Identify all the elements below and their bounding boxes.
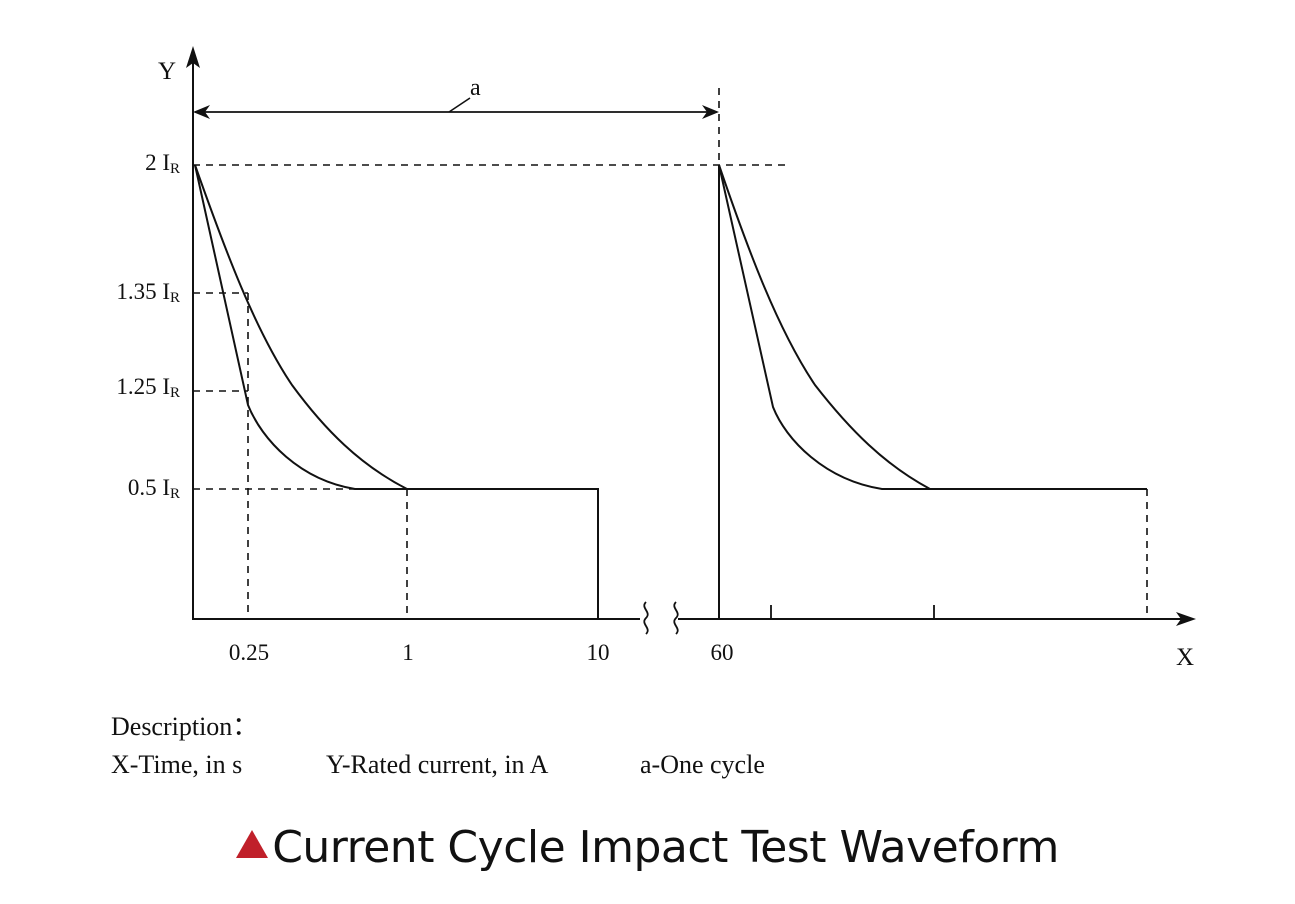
x-tick-60: 60 xyxy=(711,640,734,665)
waveform-cycle-2 xyxy=(718,164,1147,619)
y-level-labels: 2 IR 1.35 IR 1.25 IR 0.5 IR xyxy=(116,150,180,502)
x-tick-10: 10 xyxy=(587,640,610,665)
description-y: Y-Rated current, in A xyxy=(326,750,549,779)
x-axis xyxy=(193,612,1196,626)
dashed-guides xyxy=(193,88,1148,619)
cycle-label: a xyxy=(470,75,481,101)
waveform-cycle-1 xyxy=(194,164,599,619)
description-a: a-One cycle xyxy=(640,750,765,779)
y-level-1-35ir: 1.35 IR xyxy=(116,279,180,306)
y-axis-label: Y xyxy=(158,58,176,85)
red-triangle-icon xyxy=(236,830,269,858)
x-tick-0-25: 0.25 xyxy=(229,640,269,665)
description-block: Description： X-Time, in s Y-Rated curren… xyxy=(111,712,765,779)
y-level-1-25ir: 1.25 IR xyxy=(116,374,180,401)
description-x: X-Time, in s xyxy=(111,750,242,779)
cycle-dimension xyxy=(193,97,719,119)
y-level-2ir: 2 IR xyxy=(145,150,180,177)
y-level-0-5ir: 0.5 IR xyxy=(128,475,180,502)
figure-title-text: Current Cycle Impact Test Waveform xyxy=(272,822,1059,873)
figure-title: Current Cycle Impact Test Waveform xyxy=(0,822,1295,873)
description-heading: Description： xyxy=(111,712,258,741)
x-axis-tick-marks xyxy=(770,605,935,619)
x-axis-label: X xyxy=(1176,644,1194,671)
y-axis xyxy=(186,46,200,620)
x-tick-1: 1 xyxy=(402,640,414,665)
axis-break xyxy=(643,601,679,635)
x-tick-labels: 0.25 1 10 60 xyxy=(229,640,734,665)
